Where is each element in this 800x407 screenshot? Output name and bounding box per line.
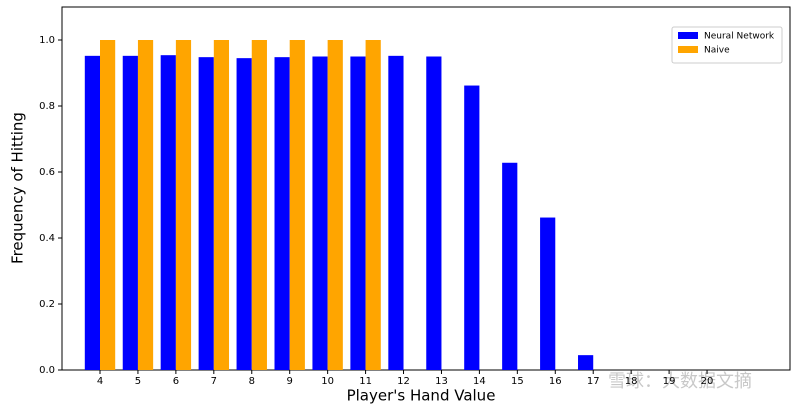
x-tick-label: 13 <box>435 376 448 387</box>
legend-swatch <box>678 46 698 53</box>
bar <box>100 40 116 370</box>
y-tick-label: 0.4 <box>39 233 55 244</box>
bar <box>502 162 518 370</box>
y-tick-label: 0.0 <box>39 365 55 376</box>
x-tick-label: 18 <box>625 376 638 387</box>
x-tick-label: 4 <box>97 376 103 387</box>
x-tick-label: 19 <box>663 376 676 387</box>
x-tick-label: 11 <box>359 376 372 387</box>
x-tick-label: 5 <box>135 376 141 387</box>
legend-text: Naive <box>704 46 730 56</box>
bar <box>540 217 556 370</box>
bar <box>312 56 328 370</box>
bar <box>289 40 305 370</box>
legend-text: Neural Network <box>704 32 775 42</box>
y-tick-label: 0.8 <box>39 101 55 112</box>
y-tick-label: 0.2 <box>39 299 55 310</box>
y-tick-label: 0.6 <box>39 167 55 178</box>
y-tick-label: 1.0 <box>39 35 55 46</box>
x-tick-label: 17 <box>587 376 600 387</box>
bar <box>251 40 267 370</box>
x-tick-label: 6 <box>173 376 179 387</box>
bar <box>236 58 252 371</box>
x-tick-label: 20 <box>701 376 714 387</box>
legend-swatch <box>678 32 698 39</box>
y-axis-title: Frequency of Hitting <box>9 112 27 264</box>
bar <box>578 355 594 370</box>
bar <box>274 57 290 370</box>
bar <box>160 55 176 371</box>
bar <box>388 55 404 371</box>
x-tick-label: 8 <box>249 376 255 387</box>
bar <box>365 40 381 370</box>
x-tick-label: 16 <box>549 376 562 387</box>
x-tick-label: 12 <box>397 376 410 387</box>
x-tick-label: 9 <box>287 376 293 387</box>
bar <box>122 55 138 371</box>
plot-frame <box>61 6 791 371</box>
bar <box>84 55 100 371</box>
bar <box>350 56 366 370</box>
bar <box>464 85 480 370</box>
bar <box>213 40 230 370</box>
legend-box <box>671 26 783 64</box>
x-tick-label: 7 <box>211 376 217 387</box>
bar <box>137 40 154 370</box>
bar <box>426 56 442 370</box>
bar <box>327 40 343 370</box>
bar <box>175 40 192 370</box>
watermark: 雪球：大数据文摘 <box>608 371 752 392</box>
x-tick-label: 14 <box>473 376 486 387</box>
x-tick-label: 10 <box>321 376 334 387</box>
x-tick-label: 15 <box>511 376 524 387</box>
bar <box>198 57 214 370</box>
x-axis-title: Player's Hand Value <box>347 387 496 405</box>
